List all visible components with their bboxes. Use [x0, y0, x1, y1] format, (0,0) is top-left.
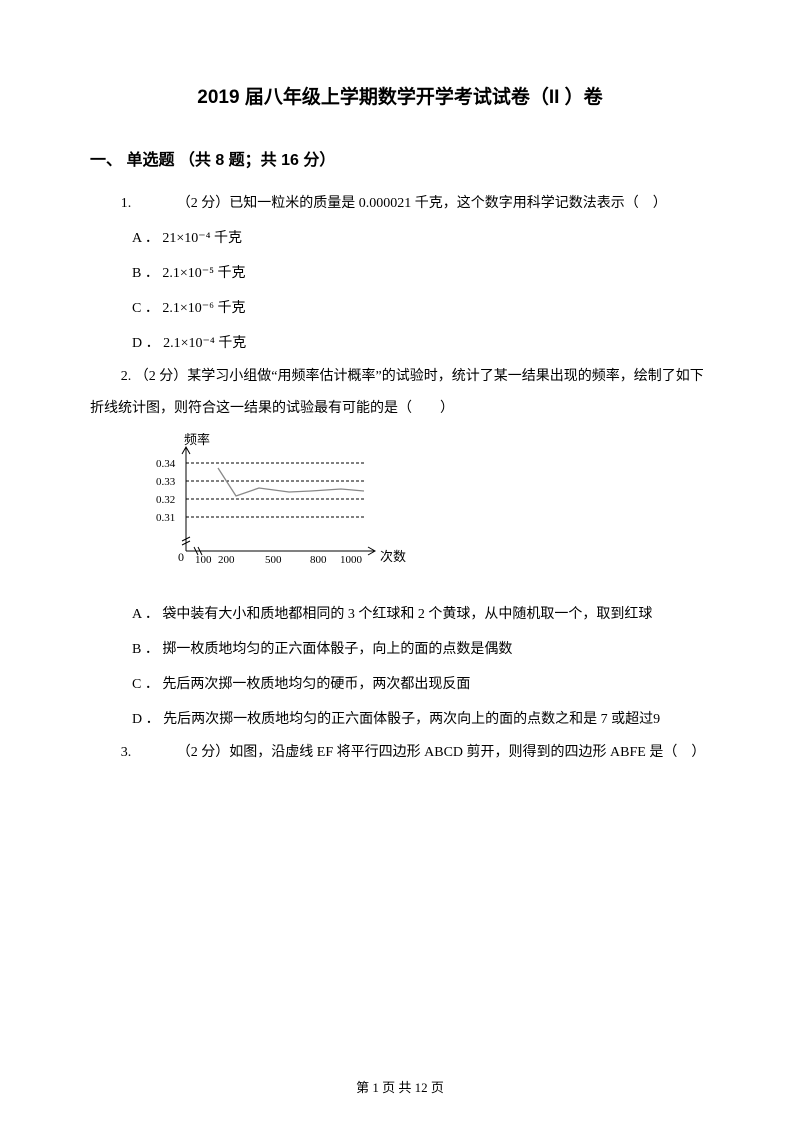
q1-choice-d: D ． 2.1×10⁻⁴ 千克: [132, 326, 710, 361]
q2-choice-b: B ． 掷一枚质地均匀的正六面体骰子，向上的面的点数是偶数: [132, 632, 710, 667]
svg-text:1000: 1000: [340, 554, 363, 566]
section-header: 一、 单选题 （共 8 题；共 16 分）: [90, 146, 710, 176]
chart-xlabel: 次数: [380, 549, 406, 564]
chart-line: [218, 468, 364, 496]
page-footer: 第 1 页 共 12 页: [0, 1077, 800, 1096]
q3-prompt: 3. （2 分）如图，沿虚线 EF 将平行四边形 ABCD 剪开，则得到的四边形…: [90, 737, 710, 769]
page-title: 2019 届八年级上学期数学开学考试试卷（II ）卷: [90, 80, 710, 116]
q1-choice-a: A ． 21×10⁻⁴ 千克: [132, 221, 710, 256]
svg-text:800: 800: [310, 554, 327, 566]
chart-ylabel: 频率: [184, 433, 210, 447]
q2-choice-c: C ． 先后两次掷一枚质地均匀的硬币，两次都出现反面: [132, 667, 710, 702]
q1-choice-c: C ． 2.1×10⁻⁶ 千克: [132, 291, 710, 326]
chart-xticks: 100 200 500 800 1000: [195, 554, 363, 566]
frequency-chart: 频率 次数 0 0.340.330.320.31 100200500800100…: [150, 433, 710, 589]
svg-text:0.33: 0.33: [156, 476, 176, 488]
q2-choice-a: A ． 袋中装有大小和质地都相同的 3 个红球和 2 个黄球，从中随机取一个，取…: [132, 597, 710, 632]
svg-text:0.34: 0.34: [156, 458, 176, 470]
q2-prompt: 2. （2 分）某学习小组做“用频率估计概率”的试验时，统计了某一结果出现的频率…: [90, 361, 710, 425]
svg-text:500: 500: [265, 554, 282, 566]
svg-text:100: 100: [195, 554, 212, 566]
footer-text: 第 1 页 共 12 页: [356, 1080, 444, 1095]
q1-choice-b: B ． 2.1×10⁻⁵ 千克: [132, 256, 710, 291]
chart-origin: 0: [178, 550, 184, 564]
svg-text:0.31: 0.31: [156, 512, 175, 524]
svg-text:200: 200: [218, 554, 235, 566]
q1-prompt: 1. （2 分）已知一粒米的质量是 0.000021 千克，这个数字用科学记数法…: [90, 188, 710, 220]
q2-choice-d: D ． 先后两次掷一枚质地均匀的正六面体骰子，两次向上的面的点数之和是 7 或超…: [132, 702, 710, 737]
chart-ygrid: 0.34 0.33 0.32 0.31: [156, 458, 365, 524]
svg-text:0.32: 0.32: [156, 494, 175, 506]
